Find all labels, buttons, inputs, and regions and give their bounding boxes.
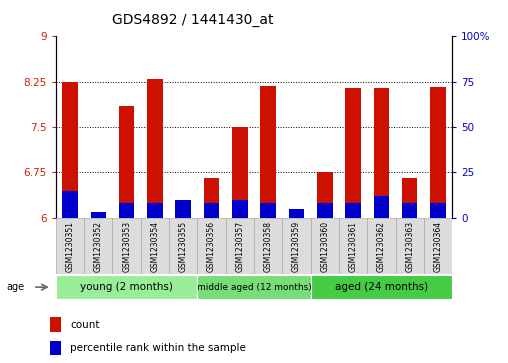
Text: GSM1230354: GSM1230354 — [150, 221, 160, 272]
FancyBboxPatch shape — [282, 218, 310, 274]
Bar — [310, 275, 452, 299]
Bar — [345, 203, 361, 218]
Text: GSM1230351: GSM1230351 — [66, 221, 75, 272]
Bar — [232, 200, 247, 218]
Text: age: age — [7, 282, 25, 292]
Bar — [147, 79, 163, 218]
Bar — [261, 86, 276, 218]
Text: GDS4892 / 1441430_at: GDS4892 / 1441430_at — [112, 13, 274, 27]
FancyBboxPatch shape — [339, 218, 367, 274]
Bar — [62, 82, 78, 218]
Bar — [119, 203, 135, 218]
Text: GSM1230355: GSM1230355 — [179, 221, 188, 272]
Bar — [289, 209, 304, 218]
Bar — [198, 275, 310, 299]
Bar — [175, 200, 191, 218]
FancyBboxPatch shape — [226, 218, 254, 274]
FancyBboxPatch shape — [367, 218, 396, 274]
Text: young (2 months): young (2 months) — [80, 282, 173, 292]
Text: GSM1230358: GSM1230358 — [264, 221, 273, 272]
Bar — [261, 203, 276, 218]
Bar — [50, 318, 61, 332]
Text: GSM1230362: GSM1230362 — [377, 221, 386, 272]
Bar — [317, 203, 333, 218]
Bar — [232, 127, 247, 218]
Text: GSM1230352: GSM1230352 — [94, 221, 103, 272]
Text: GSM1230360: GSM1230360 — [320, 221, 329, 272]
Bar — [204, 203, 219, 218]
Bar — [119, 106, 135, 218]
Bar — [373, 88, 389, 218]
FancyBboxPatch shape — [56, 218, 84, 274]
Bar — [175, 215, 191, 218]
FancyBboxPatch shape — [84, 218, 112, 274]
FancyBboxPatch shape — [141, 218, 169, 274]
Bar — [56, 275, 198, 299]
Text: GSM1230361: GSM1230361 — [348, 221, 358, 272]
Bar — [402, 179, 418, 218]
Bar — [373, 196, 389, 218]
FancyBboxPatch shape — [396, 218, 424, 274]
FancyBboxPatch shape — [310, 218, 339, 274]
Bar — [345, 88, 361, 218]
FancyBboxPatch shape — [112, 218, 141, 274]
Text: GSM1230353: GSM1230353 — [122, 221, 131, 272]
Text: aged (24 months): aged (24 months) — [335, 282, 428, 292]
Text: GSM1230364: GSM1230364 — [433, 221, 442, 272]
Text: GSM1230363: GSM1230363 — [405, 221, 414, 272]
Bar — [50, 341, 61, 355]
FancyBboxPatch shape — [424, 218, 452, 274]
Bar — [289, 213, 304, 218]
FancyBboxPatch shape — [169, 218, 198, 274]
Bar — [402, 203, 418, 218]
Bar — [430, 203, 446, 218]
Bar — [90, 212, 106, 218]
FancyBboxPatch shape — [254, 218, 282, 274]
Text: middle aged (12 months): middle aged (12 months) — [197, 283, 311, 291]
Text: GSM1230357: GSM1230357 — [235, 221, 244, 272]
Bar — [204, 179, 219, 218]
Bar — [62, 191, 78, 218]
Text: GSM1230356: GSM1230356 — [207, 221, 216, 272]
Text: percentile rank within the sample: percentile rank within the sample — [70, 343, 246, 353]
Text: GSM1230359: GSM1230359 — [292, 221, 301, 272]
Text: count: count — [70, 319, 100, 330]
Bar — [147, 203, 163, 218]
Bar — [90, 212, 106, 218]
FancyBboxPatch shape — [198, 218, 226, 274]
Bar — [317, 172, 333, 218]
Bar — [430, 86, 446, 218]
